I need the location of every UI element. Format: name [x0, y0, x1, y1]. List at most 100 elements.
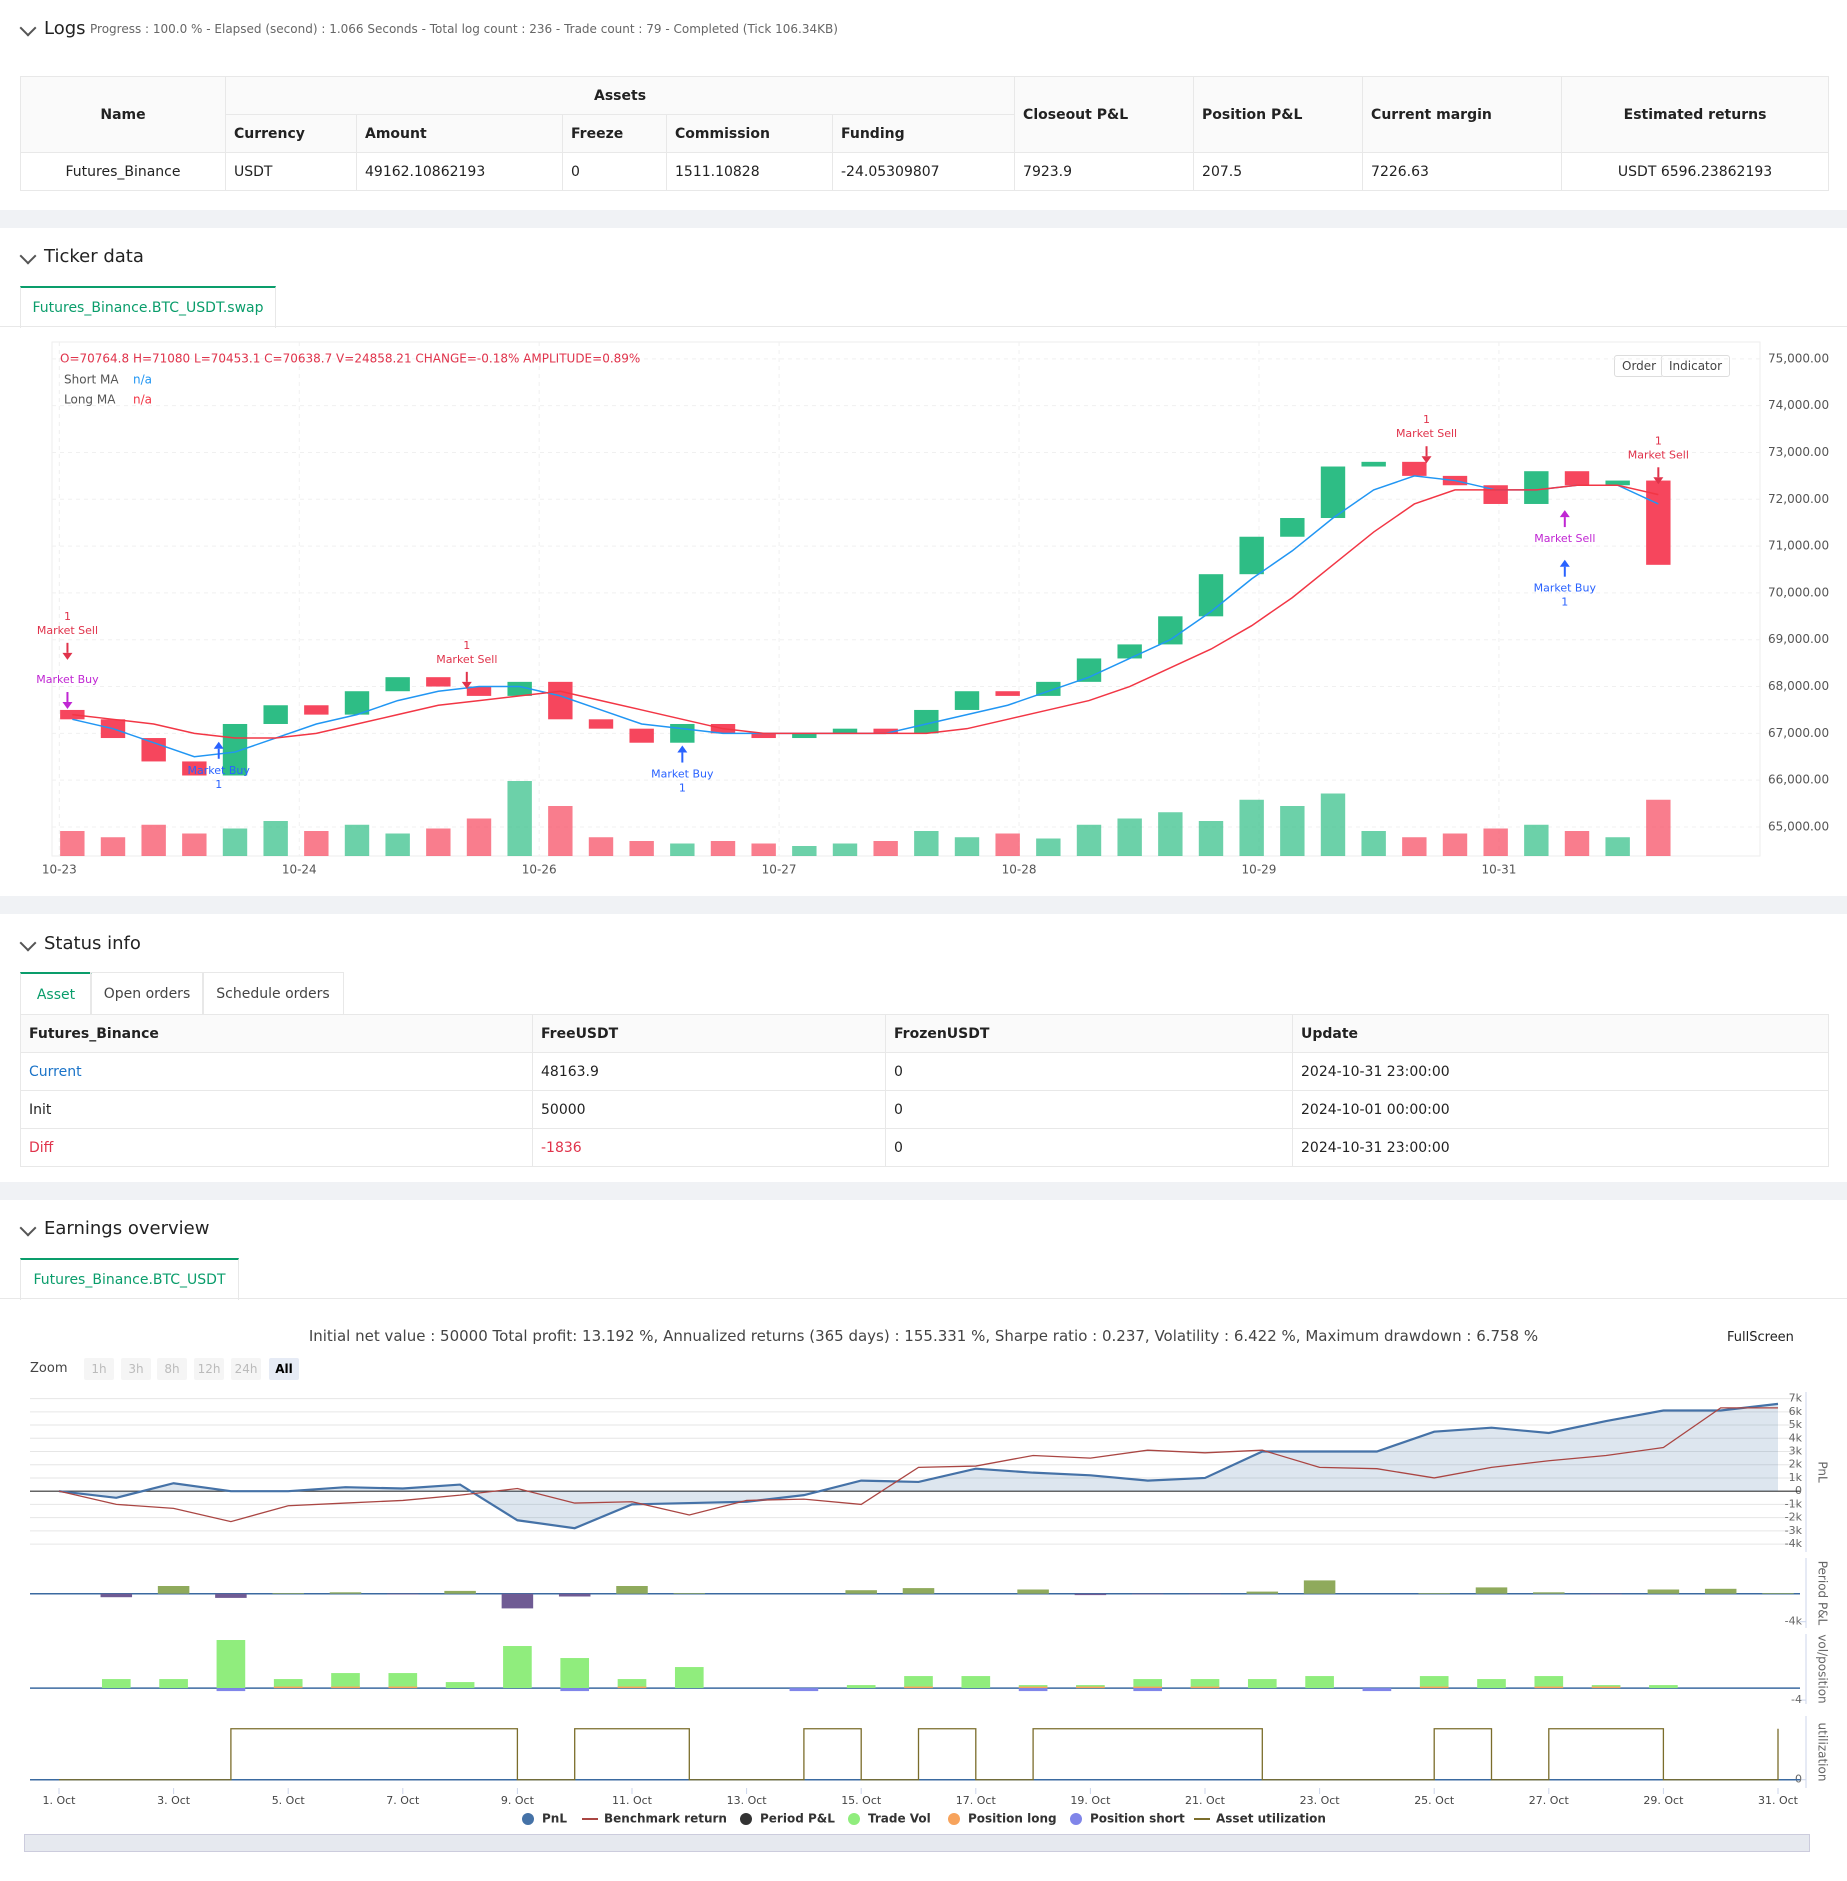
candle-body — [344, 691, 370, 715]
bar — [617, 1679, 647, 1689]
fullscreen[interactable]: FullScreen — [1727, 1330, 1794, 1345]
separator — [0, 896, 1847, 914]
cell: 48163.9 — [532, 1052, 886, 1091]
button[interactable]: Indicator — [1661, 355, 1731, 377]
volume-bar — [1158, 812, 1183, 856]
candle-body — [1361, 461, 1386, 467]
bar — [1131, 1593, 1164, 1595]
candle-body — [1524, 471, 1549, 504]
y-tick-label: -4k — [1785, 1615, 1803, 1628]
cell: USDT 6596.23862193 — [1561, 152, 1830, 191]
trade-marker — [677, 745, 688, 763]
section-title: Ticker data — [44, 246, 144, 267]
tab[interactable]: Schedule orders — [202, 972, 344, 1015]
bar — [1533, 1592, 1565, 1594]
candle-body — [1320, 466, 1346, 519]
bar — [904, 1676, 933, 1689]
bar — [1133, 1679, 1163, 1689]
bar — [1305, 1676, 1334, 1689]
volume-bar — [507, 781, 532, 856]
y-tick-label: 5k — [1789, 1418, 1803, 1431]
bar — [1591, 1686, 1621, 1689]
volume-bar — [995, 833, 1020, 856]
bar — [1133, 1688, 1163, 1692]
x-tick-label: 9. Oct — [501, 1794, 535, 1807]
zoom-button[interactable]: 3h — [121, 1358, 151, 1380]
zoom-button[interactable]: All — [269, 1358, 299, 1380]
header-cell: Closeout P&L — [1014, 76, 1195, 153]
candle-body — [1280, 518, 1305, 537]
header-cell: Commission — [666, 114, 833, 153]
y-tick-label: -4k — [1785, 1537, 1803, 1550]
tab[interactable]: Asset — [20, 972, 92, 1016]
bar — [1246, 1591, 1279, 1594]
candle-body — [1402, 461, 1427, 476]
bar — [616, 1586, 648, 1594]
volume-bar — [1320, 793, 1346, 856]
marker-label: Market Sell — [37, 624, 98, 637]
candle-body — [832, 728, 858, 734]
x-tick-label: 31. Oct — [1758, 1794, 1799, 1807]
arrow-head — [461, 681, 472, 689]
volume-bar — [1483, 828, 1508, 856]
bar — [617, 1686, 647, 1689]
axis-title: utilization — [1816, 1723, 1830, 1782]
trade-marker — [213, 741, 224, 759]
navigator[interactable] — [24, 1834, 1810, 1852]
tab[interactable]: Futures_Binance.BTC_USDT — [20, 1258, 239, 1300]
cell: USDT — [225, 152, 357, 191]
line — [58, 1402, 1779, 1530]
axis-title: Period P&L — [1816, 1561, 1830, 1626]
zoom-button[interactable]: 24h — [231, 1358, 261, 1380]
header-cell: Current margin — [1362, 76, 1563, 153]
bar — [560, 1688, 590, 1692]
zoom-button[interactable]: 1h — [84, 1358, 114, 1380]
area-fill — [59, 1403, 1778, 1529]
cell: Init — [20, 1090, 533, 1129]
x-tick-label: 10-23 — [42, 863, 77, 877]
tab[interactable]: Open orders — [90, 972, 204, 1015]
bar — [1362, 1688, 1392, 1692]
plot-border — [51, 341, 1761, 857]
candle-body — [304, 705, 329, 715]
x-tick-label: 17. Oct — [956, 1794, 997, 1807]
zoom-button[interactable]: 8h — [157, 1358, 187, 1380]
bar — [331, 1673, 360, 1689]
candle-body — [141, 738, 166, 762]
bar — [1076, 1686, 1105, 1689]
ma-line — [72, 484, 1659, 739]
header-cell: Update — [1292, 1014, 1829, 1053]
candle-body — [995, 691, 1020, 696]
bar — [904, 1686, 933, 1689]
bar — [444, 1590, 476, 1594]
x-tick-label: 10-31 — [1481, 863, 1516, 877]
trade-marker — [1421, 446, 1432, 464]
volume-bar — [100, 837, 126, 856]
x-tick-label: 7. Oct — [386, 1794, 420, 1807]
volume-bar — [751, 843, 776, 856]
separator — [0, 210, 1847, 228]
section-title: Status info — [44, 933, 141, 954]
trade-marker — [1653, 467, 1664, 485]
zoom-button[interactable]: 12h — [194, 1358, 224, 1380]
candle-body — [548, 681, 573, 720]
marker-qty: 1 — [1561, 596, 1568, 609]
button[interactable]: Order — [1614, 355, 1665, 377]
tab[interactable]: Futures_Binance.BTC_USDT.swap — [20, 286, 276, 328]
summary-text: Initial net value : 50000 Total profit: … — [308, 1327, 1539, 1345]
bar — [789, 1688, 819, 1692]
summary: Initial net value : 50000 Total profit: … — [0, 1327, 1847, 1345]
ohlc-info: O=70764.8 H=71080 L=70453.1 C=70638.7 V=… — [60, 352, 640, 366]
y-tick-label: 70,000.00 — [1768, 585, 1829, 599]
y-tick-label: 69,000.00 — [1768, 632, 1829, 646]
y-tick-label: 4k — [1789, 1431, 1803, 1444]
bar — [1017, 1589, 1049, 1594]
arrow-head — [1421, 456, 1432, 464]
bar — [157, 1586, 190, 1594]
bar — [1649, 1685, 1678, 1689]
bar — [1133, 1686, 1163, 1689]
volume-bar — [141, 824, 166, 856]
y-tick-label: 2k — [1789, 1458, 1803, 1471]
trade-marker — [62, 691, 73, 709]
bar — [216, 1688, 246, 1692]
